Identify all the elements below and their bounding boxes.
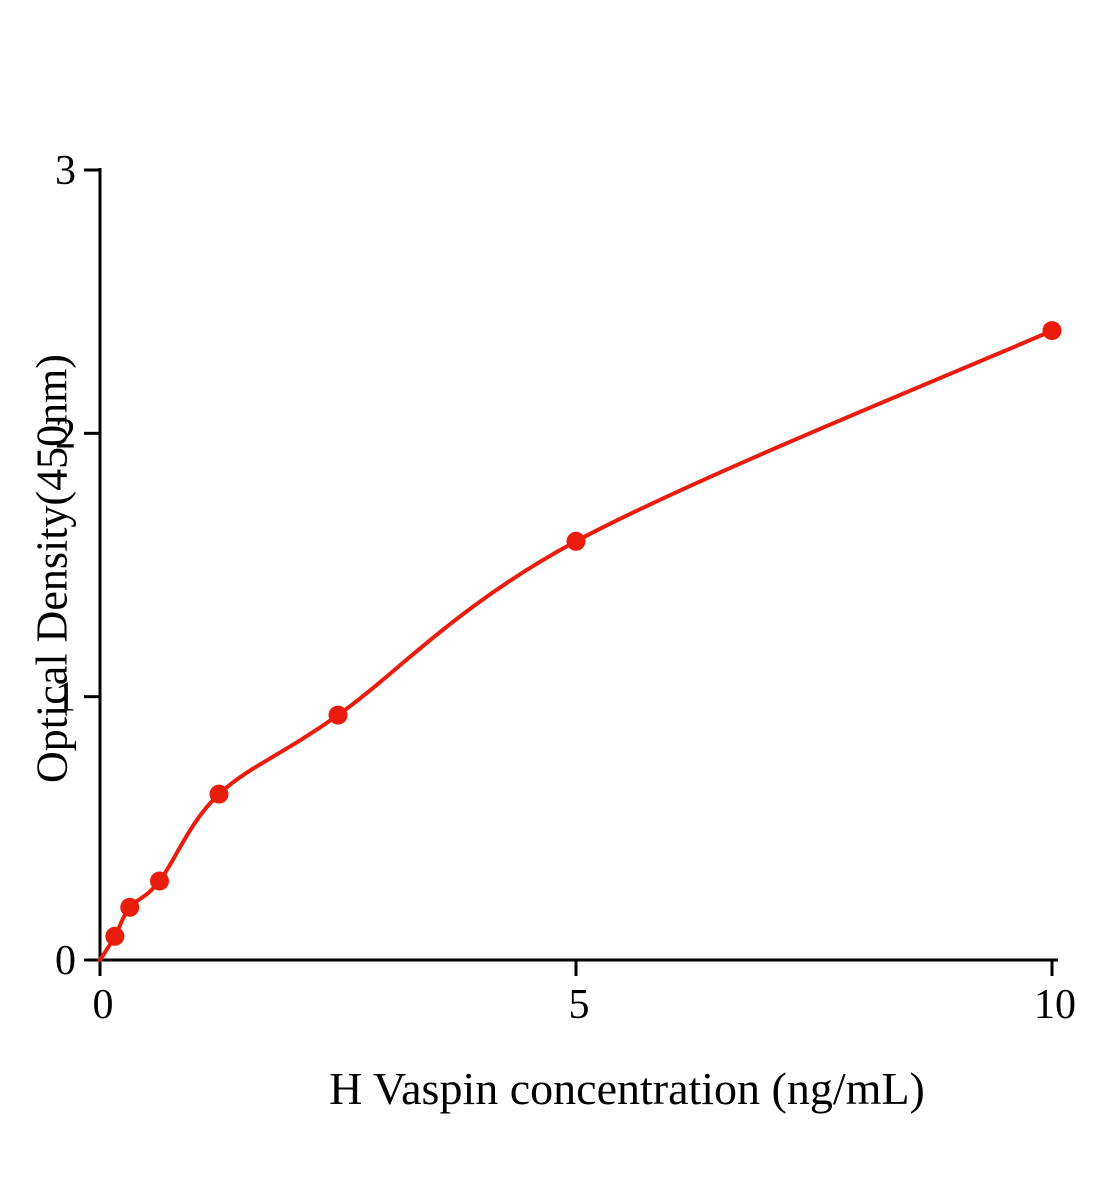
x-tick-label: 5 [569, 982, 590, 1028]
data-point [209, 784, 229, 804]
y-tick-label: 0 [55, 938, 76, 984]
x-tick-label: 10 [1034, 982, 1076, 1028]
y-tick-label: 1 [55, 675, 76, 721]
y-axis-label: Optical Density(450nm) [27, 354, 77, 783]
data-point [105, 926, 125, 946]
x-axis-label: H Vaspin concentration (ng/mL) [329, 1063, 925, 1114]
data-point [566, 531, 586, 551]
fit-curve [98, 328, 1054, 962]
data-point [120, 897, 140, 917]
data-point [150, 871, 169, 891]
y-tick-label: 3 [55, 148, 76, 194]
data-point [1042, 321, 1062, 341]
y-tick-label: 2 [55, 411, 76, 457]
data-point [328, 705, 348, 725]
x-tick-label: 0 [93, 982, 114, 1028]
